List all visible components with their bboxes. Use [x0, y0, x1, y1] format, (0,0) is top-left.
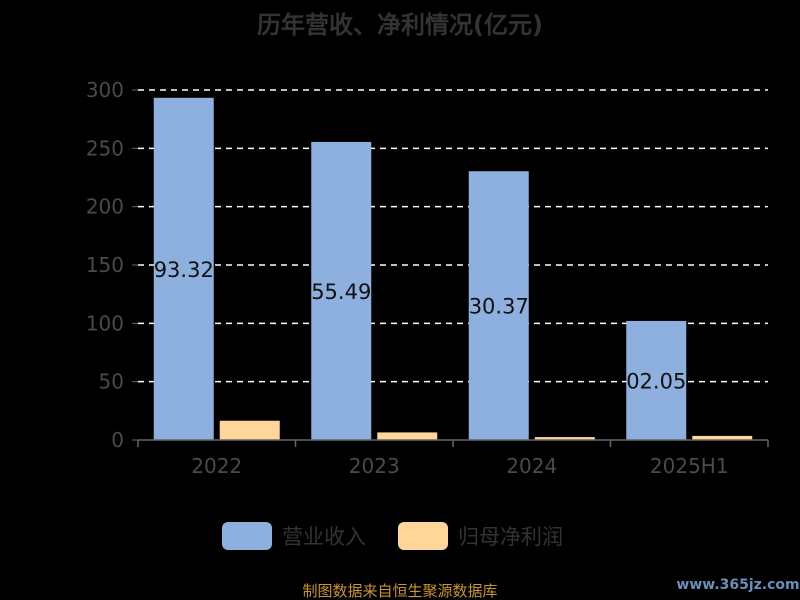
- data-label-revenue-2024: 30.37: [469, 295, 529, 319]
- bar-net-profit-2022: [219, 420, 280, 440]
- y-tick-label: 0: [111, 428, 124, 452]
- y-tick-label: 250: [86, 136, 124, 160]
- bar-net-profit-2025H1: [692, 435, 753, 440]
- legend: 营业收入 归母净利润: [222, 522, 563, 550]
- y-tick-label: 200: [86, 195, 124, 219]
- y-axis-ticks: 0 50 100 150 200 250 300: [86, 78, 138, 452]
- legend-label: 归母净利润: [458, 525, 563, 549]
- data-label-revenue-2023: 55.49: [311, 280, 371, 304]
- bar-net-profit-2024: [534, 437, 595, 440]
- bar-revenue-2025H1: [626, 320, 687, 440]
- legend-swatch: [222, 522, 272, 550]
- bar-revenue-2024: [468, 171, 529, 441]
- data-label-revenue-2025H1: 02.05: [626, 369, 686, 393]
- y-tick-label: 50: [99, 370, 124, 394]
- legend-swatch: [398, 522, 448, 550]
- data-source-footer: 制图数据来自恒生聚源数据库: [302, 582, 497, 600]
- y-tick-label: 100: [86, 311, 124, 335]
- data-label-revenue-2022: 93.32: [154, 258, 214, 282]
- chart-title: 历年营收、净利情况(亿元): [257, 11, 543, 39]
- data-labels: 93.32 55.49 30.37 02.05: [154, 258, 687, 394]
- bar-revenue-2022: [153, 97, 214, 440]
- x-axis: [137, 439, 769, 447]
- bars: [153, 97, 753, 441]
- y-tick-label: 300: [86, 78, 124, 102]
- watermark: www.365jz.com: [676, 577, 799, 593]
- x-tick-label: 2023: [349, 454, 400, 478]
- bar-revenue-2023: [311, 141, 372, 440]
- x-tick-label: 2025H1: [650, 454, 729, 478]
- gridlines: [138, 89, 768, 383]
- bar-net-profit-2023: [377, 432, 438, 440]
- x-axis-labels: 2022 2023 2024 2025H1: [191, 454, 728, 478]
- legend-label: 营业收入: [282, 525, 366, 549]
- y-tick-label: 150: [86, 253, 124, 277]
- x-tick-label: 2024: [506, 454, 557, 478]
- x-tick-label: 2022: [191, 454, 242, 478]
